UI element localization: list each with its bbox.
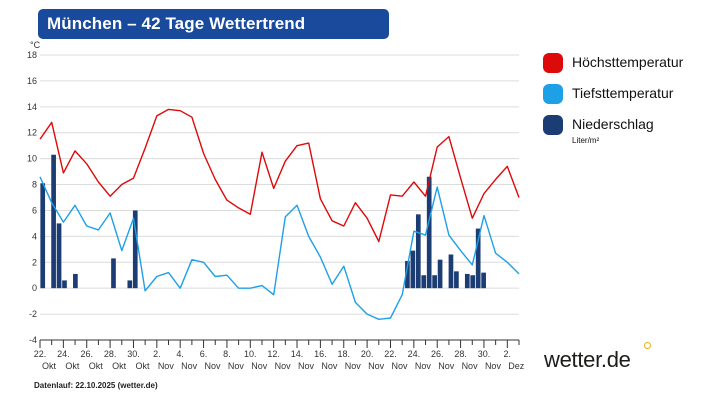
x-day-label: 22. <box>34 349 47 359</box>
x-day-label: 18. <box>337 349 350 359</box>
precip-bar <box>132 210 138 289</box>
legend-swatch-high <box>543 53 563 73</box>
precip-bar <box>481 272 486 289</box>
x-month-label: Nov <box>205 361 222 371</box>
legend-swatch-low <box>543 84 563 104</box>
precip-bar <box>421 275 427 289</box>
x-month-label: Nov <box>158 361 175 371</box>
legend-unit-precip: Liter/m² <box>572 136 600 145</box>
precip-bar <box>464 273 470 289</box>
x-month-label: Nov <box>298 361 315 371</box>
precip-bar <box>454 271 459 289</box>
x-day-label: 28. <box>104 349 117 359</box>
x-month-label: Dez <box>508 361 525 371</box>
x-day-label: 14. <box>291 349 304 359</box>
x-month-label: Nov <box>321 361 338 371</box>
precip-bar <box>111 258 116 289</box>
precip-bar <box>405 260 410 289</box>
legend-label-low: Tiefsttemperatur <box>572 85 674 101</box>
x-day-label: 20. <box>361 349 374 359</box>
x-month-label: Nov <box>415 361 432 371</box>
x-month-label: Nov <box>462 361 479 371</box>
precip-bar <box>410 250 416 289</box>
x-month-label: Okt <box>42 361 57 371</box>
y-tick-label: 0 <box>32 283 37 293</box>
y-tick-label: -2 <box>29 309 37 319</box>
precip-bar <box>127 280 133 289</box>
x-day-label: 4. <box>176 349 184 359</box>
y-tick-label: 14 <box>27 102 37 112</box>
x-month-label: Nov <box>181 361 198 371</box>
y-tick-label: 6 <box>32 205 37 215</box>
precipitation-bars <box>40 154 486 289</box>
y-tick-label: 8 <box>32 180 37 190</box>
precip-bar <box>415 214 421 289</box>
low-temperature-line <box>39 176 520 320</box>
y-tick-label: 2 <box>32 257 37 267</box>
precip-bar <box>448 254 454 289</box>
y-axis: 18 16 14 12 10 8 6 4 2 0 -2 -4 °C <box>27 40 41 345</box>
x-month-label: Nov <box>228 361 245 371</box>
temperature-lines <box>39 108 520 320</box>
x-day-label: 2. <box>504 349 512 359</box>
x-month-label: Okt <box>112 361 127 371</box>
x-month-label: Nov <box>438 361 455 371</box>
legend-label-high: Höchsttemperatur <box>572 54 684 70</box>
x-axis: 22.Okt24.Okt26.Okt28.Okt30.Okt2.Nov4.Nov… <box>34 339 525 371</box>
x-day-label: 28. <box>454 349 467 359</box>
y-tick-label: -4 <box>29 335 37 345</box>
brand-logo: wetter.de <box>544 347 631 372</box>
y-tick-label: 12 <box>27 128 37 138</box>
high-temperature-line <box>39 108 520 243</box>
y-tick-label: 4 <box>32 231 37 241</box>
x-day-label: 30. <box>127 349 140 359</box>
x-month-label: Nov <box>275 361 292 371</box>
x-month-label: Nov <box>391 361 408 371</box>
legend-item-low: Tiefsttemperatur <box>541 84 717 114</box>
x-month-label: Nov <box>345 361 362 371</box>
x-month-label: Okt <box>65 361 80 371</box>
x-day-label: 30. <box>478 349 491 359</box>
data-run-footer: Datenlauf: 22.10.2025 (wetter.de) <box>34 381 158 390</box>
x-day-label: 22. <box>384 349 397 359</box>
precip-bar <box>426 176 432 289</box>
x-day-label: 8. <box>223 349 231 359</box>
x-day-label: 6. <box>200 349 208 359</box>
precip-bar <box>437 259 443 289</box>
precip-bar <box>470 275 476 289</box>
x-month-label: Okt <box>89 361 104 371</box>
precip-bar <box>40 183 46 289</box>
x-month-label: Nov <box>251 361 268 371</box>
legend-item-high: Höchsttemperatur <box>541 53 717 83</box>
precip-bar <box>56 223 62 289</box>
x-day-label: 10. <box>244 349 257 359</box>
legend-item-precip: Niederschlag Liter/m² <box>541 115 717 145</box>
x-day-label: 12. <box>267 349 280 359</box>
precip-bar <box>475 228 481 289</box>
legend-label-precip: Niederschlag <box>572 116 654 132</box>
x-day-label: 26. <box>431 349 444 359</box>
y-tick-label: 10 <box>27 154 37 164</box>
y-tick-label: 16 <box>27 76 37 86</box>
x-day-label: 24. <box>57 349 70 359</box>
precip-bar <box>432 275 437 289</box>
x-day-label: 16. <box>314 349 327 359</box>
y-axis-unit: °C <box>30 40 41 50</box>
x-month-label: Nov <box>485 361 502 371</box>
chart-title: München – 42 Tage Wettertrend <box>38 9 389 39</box>
y-tick-label: 18 <box>27 50 37 60</box>
x-day-label: 24. <box>408 349 421 359</box>
precip-bar <box>73 273 78 289</box>
x-day-label: 26. <box>80 349 93 359</box>
x-month-label: Nov <box>368 361 385 371</box>
x-day-label: 2. <box>153 349 161 359</box>
legend-swatch-precip <box>543 115 563 135</box>
grid <box>40 54 519 341</box>
precip-bar <box>62 280 67 289</box>
x-month-label: Okt <box>135 361 150 371</box>
precip-bar <box>51 154 56 289</box>
brand-dot-icon <box>644 342 651 349</box>
